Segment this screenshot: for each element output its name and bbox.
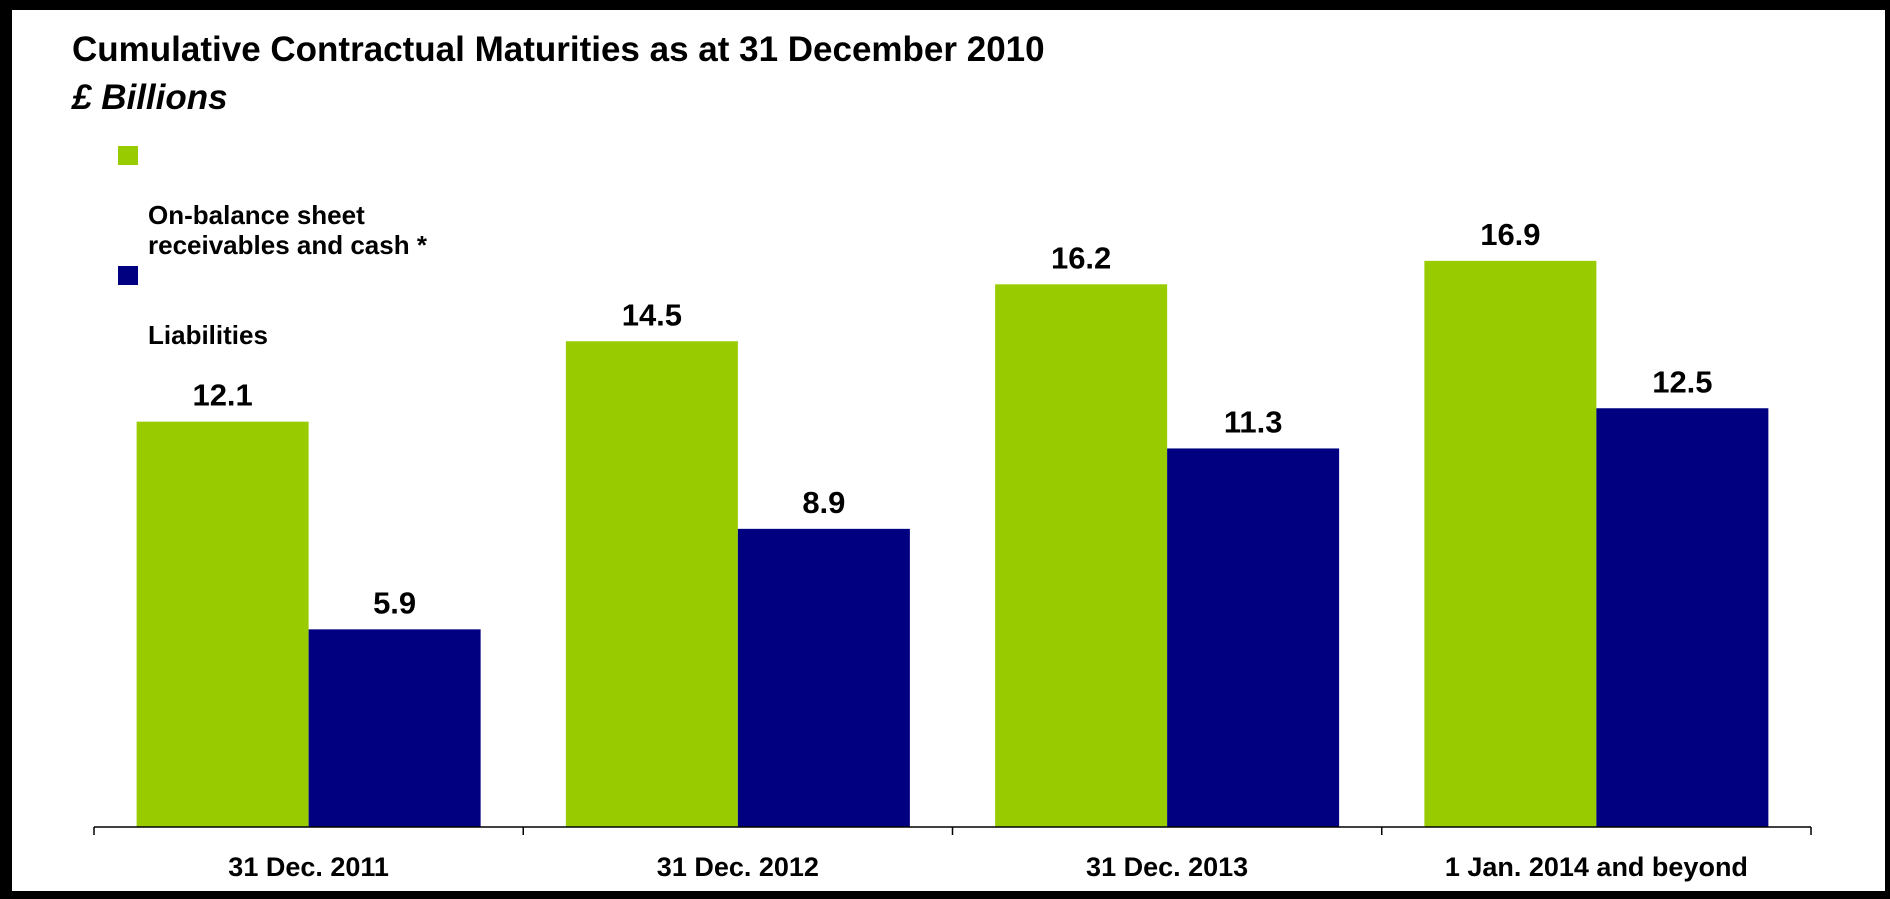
data-label: 14.5	[622, 297, 682, 332]
data-label: 16.2	[1051, 240, 1111, 275]
bar-liabilities	[737, 528, 910, 827]
data-label: 12.1	[192, 378, 252, 413]
chart-title: Cumulative Contractual Maturities as at …	[72, 30, 1045, 69]
x-tick-label: 31 Dec. 2012	[657, 852, 819, 882]
bar-receivables	[136, 421, 309, 827]
legend-swatch-receivables	[118, 146, 138, 165]
bar-liabilities	[308, 629, 481, 827]
bar-receivables	[1424, 260, 1597, 828]
bar-receivables	[565, 341, 738, 827]
legend-label-receivables: On-balance sheet receivables and cash *	[148, 200, 427, 260]
data-label: 12.5	[1652, 364, 1712, 399]
legend-item-liabilities: Liabilities	[118, 260, 427, 350]
legend-label-liabilities: Liabilities	[148, 320, 268, 350]
bar-liabilities	[1596, 408, 1769, 827]
data-label: 5.9	[373, 585, 416, 620]
x-tick-label: 31 Dec. 2011	[228, 852, 389, 882]
bar-receivables	[995, 284, 1168, 827]
x-axis	[93, 826, 1812, 835]
data-label: 16.9	[1480, 217, 1540, 252]
legend-item-receivables: On-balance sheet receivables and cash *	[118, 140, 427, 260]
chart-subtitle: £ Billions	[72, 78, 228, 117]
data-label: 8.9	[802, 485, 845, 520]
legend: On-balance sheet receivables and cash * …	[118, 140, 427, 350]
legend-swatch-liabilities	[118, 266, 138, 285]
x-tick-label: 1 Jan. 2014 and beyond	[1445, 852, 1748, 882]
bars-layer	[136, 260, 1769, 828]
labels-layer: 12.1 5.9 31 Dec. 2011 14.5 8.9 31 Dec. 2012 16…	[192, 217, 1747, 882]
bar-liabilities	[1167, 448, 1340, 827]
data-label: 11.3	[1224, 404, 1283, 439]
x-tick-label: 31 Dec. 2013	[1086, 852, 1248, 882]
